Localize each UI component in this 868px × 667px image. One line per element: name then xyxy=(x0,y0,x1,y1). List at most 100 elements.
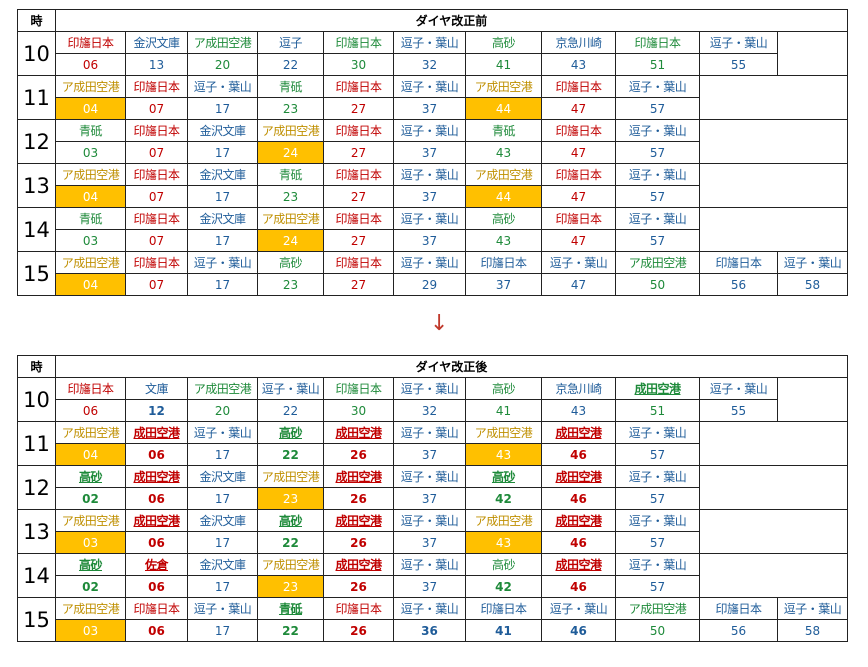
hour-cell: 15 xyxy=(17,251,56,296)
departure-minute-cell: 32 xyxy=(393,53,466,76)
hour-column-header: 時 xyxy=(17,9,56,32)
departure-minute-cell: 58 xyxy=(777,273,848,296)
departure-minute-cell: 27 xyxy=(323,273,394,296)
destination-cell: 印旛日本 xyxy=(125,75,188,98)
hour-cell: 12 xyxy=(17,119,56,164)
destination-cell: ア成田空港 xyxy=(615,251,700,274)
hour-column-header: 時 xyxy=(17,355,56,378)
destination-cell: 逗子・葉山 xyxy=(615,207,700,230)
destination-cell: ア成田空港 xyxy=(257,207,324,230)
departure-minute-cell: 17 xyxy=(187,185,258,208)
departure-minute-cell: 23 xyxy=(257,575,324,598)
destination-cell: 印旛日本 xyxy=(699,597,778,620)
departure-minute-cell: 47 xyxy=(541,273,616,296)
hour-row-minutes: 03 07 17 24 27 37 43 47 57 xyxy=(18,141,848,164)
departure-minute-cell: 26 xyxy=(323,619,394,642)
destination-cell: ア成田空港 xyxy=(615,597,700,620)
destination-cell: 逗子・葉山 xyxy=(187,421,258,444)
destination-cell: ア成田空港 xyxy=(465,509,542,532)
departure-minute-cell: 57 xyxy=(615,575,700,598)
departure-minute-cell: 26 xyxy=(323,531,394,554)
empty-cell xyxy=(699,465,848,510)
departure-minute-cell: 46 xyxy=(541,575,616,598)
departure-minute-cell: 41 xyxy=(465,399,542,422)
destination-cell: 金沢文庫 xyxy=(187,509,258,532)
departure-minute-cell: 07 xyxy=(125,273,188,296)
hour-row-minutes: 04 07 17 23 27 37 44 47 57 xyxy=(18,97,848,120)
destination-cell: 逗子・葉山 xyxy=(187,75,258,98)
destination-cell: ア成田空港 xyxy=(55,421,126,444)
departure-minute-cell: 36 xyxy=(393,619,466,642)
destination-cell: 逗子・葉山 xyxy=(393,163,466,186)
destination-cell: 逗子・葉山 xyxy=(393,377,466,400)
destination-cell: 印旛日本 xyxy=(125,119,188,142)
departure-minute-cell: 51 xyxy=(615,399,700,422)
destination-cell: ア成田空港 xyxy=(257,553,324,576)
destination-cell: 成田空港 xyxy=(541,553,616,576)
departure-minute-cell: 41 xyxy=(465,619,542,642)
destination-cell: ア成田空港 xyxy=(55,509,126,532)
departure-minute-cell: 24 xyxy=(257,229,324,252)
departure-minute-cell: 57 xyxy=(615,141,700,164)
destination-cell: 高砂 xyxy=(465,553,542,576)
departure-minute-cell: 37 xyxy=(393,575,466,598)
departure-minute-cell: 37 xyxy=(393,185,466,208)
destination-cell: 高砂 xyxy=(257,509,324,532)
destination-cell: 逗子・葉山 xyxy=(393,31,466,54)
hour-cell: 12 xyxy=(17,465,56,510)
hour-row: 15 ア成田空港 印旛日本 逗子・葉山 青砥 印旛日本 逗子・葉山 印旛日本 逗子・葉山 ア成田空… xyxy=(17,597,848,642)
hour-row-minutes: 06 13 20 22 30 32 41 43 51 55 xyxy=(18,53,848,76)
destination-cell: 逗子・葉山 xyxy=(541,597,616,620)
destination-cell: ア成田空港 xyxy=(55,597,126,620)
destination-cell: 金沢文庫 xyxy=(187,207,258,230)
destination-cell: 印旛日本 xyxy=(55,377,126,400)
departure-minute-cell: 06 xyxy=(55,399,126,422)
hour-row-minutes: 02 06 17 23 26 37 42 46 57 xyxy=(18,487,848,510)
destination-cell: 青砥 xyxy=(55,207,126,230)
departure-minute-cell: 20 xyxy=(187,53,258,76)
hour-cell: 14 xyxy=(17,207,56,252)
empty-cell xyxy=(699,207,848,252)
departure-minute-cell: 06 xyxy=(125,619,188,642)
destination-cell: 逗子・葉山 xyxy=(393,597,466,620)
hour-row: 14 青砥 印旛日本 金沢文庫 ア成田空港 印旛日本 逗子・葉山 高砂 印旛日本 逗子・葉山 xyxy=(17,207,848,252)
departure-minute-cell: 51 xyxy=(615,53,700,76)
destination-cell: 成田空港 xyxy=(541,509,616,532)
empty-cell xyxy=(699,119,848,164)
destination-cell: ア成田空港 xyxy=(257,119,324,142)
destination-cell: 逗子・葉山 xyxy=(187,597,258,620)
destination-cell: 青砥 xyxy=(465,119,542,142)
departure-minute-cell: 58 xyxy=(777,619,848,642)
departure-minute-cell: 50 xyxy=(615,273,700,296)
departure-minute-cell: 22 xyxy=(257,619,324,642)
destination-cell: 印旛日本 xyxy=(465,597,542,620)
departure-minute-cell: 43 xyxy=(465,531,542,554)
departure-minute-cell: 04 xyxy=(55,185,126,208)
destination-cell: 金沢文庫 xyxy=(187,553,258,576)
departure-minute-cell: 47 xyxy=(541,97,616,120)
departure-minute-cell: 57 xyxy=(615,531,700,554)
destination-cell: 高砂 xyxy=(55,465,126,488)
destination-cell: 逗子・葉山 xyxy=(615,75,700,98)
hour-row: 11 ア成田空港 印旛日本 逗子・葉山 青砥 印旛日本 逗子・葉山 ア成田空港 印旛日本 逗子・葉… xyxy=(17,75,848,120)
destination-cell: 印旛日本 xyxy=(125,251,188,274)
destination-cell: 印旛日本 xyxy=(699,251,778,274)
departure-minute-cell: 17 xyxy=(187,97,258,120)
departure-minute-cell: 37 xyxy=(393,141,466,164)
hour-cell: 13 xyxy=(17,163,56,208)
departure-minute-cell: 07 xyxy=(125,97,188,120)
departure-minute-cell: 57 xyxy=(615,487,700,510)
departure-minute-cell: 06 xyxy=(125,531,188,554)
destination-cell: ア成田空港 xyxy=(55,251,126,274)
timetable-before: 時ダイヤ改正前 10 印旛日本 金沢文庫 ア成田空港 逗子 印旛日本 逗子・葉山 高砂 京急川崎印… xyxy=(17,9,848,296)
destination-cell: 印旛日本 xyxy=(615,31,700,54)
destination-cell: 青砥 xyxy=(257,597,324,620)
destination-cell: ア成田空港 xyxy=(187,377,258,400)
empty-cell xyxy=(777,31,848,76)
hour-row: 11 ア成田空港 成田空港 逗子・葉山 高砂 成田空港 逗子・葉山 ア成田空港 成田空港 逗子・葉… xyxy=(17,421,848,466)
destination-cell: ア成田空港 xyxy=(55,163,126,186)
departure-minute-cell: 42 xyxy=(465,575,542,598)
departure-minute-cell: 17 xyxy=(187,443,258,466)
hour-row-minutes: 02 06 17 23 26 37 42 46 57 xyxy=(18,575,848,598)
empty-cell xyxy=(699,421,848,466)
